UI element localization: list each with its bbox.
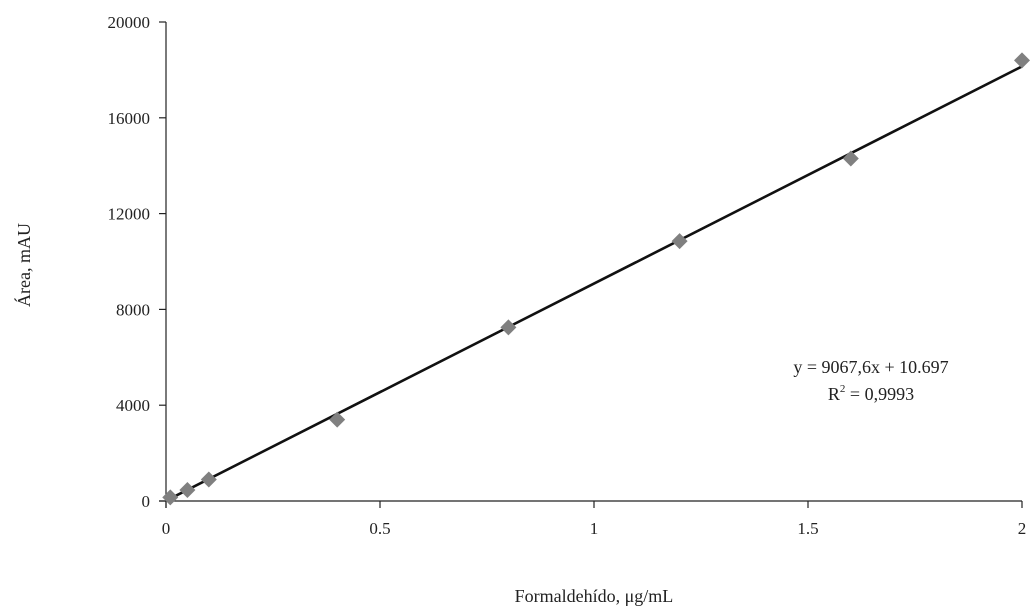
- data-point-7: [1014, 52, 1030, 69]
- y-tick-label: 20000: [108, 13, 151, 32]
- points-group: [162, 52, 1030, 506]
- x-tick-label: 2: [1018, 519, 1027, 538]
- r-squared-label: R2 = 0,9993: [828, 383, 914, 404]
- y-tick-label: 12000: [108, 205, 151, 224]
- data-point-3: [329, 411, 346, 428]
- y-tick-label: 16000: [108, 109, 151, 128]
- y-ticks-group: 0 4000 8000 12000 16000 20000: [108, 13, 166, 511]
- x-tick-label: 0: [162, 519, 171, 538]
- y-axis-title: Área, mAU: [13, 223, 34, 307]
- data-point-2: [200, 471, 217, 488]
- r-squared-value: = 0,9993: [845, 384, 914, 404]
- data-point-0: [162, 489, 179, 506]
- data-point-1: [179, 481, 196, 498]
- data-point-5: [671, 233, 688, 250]
- x-tick-label: 0.5: [369, 519, 390, 538]
- r-squared-prefix: R: [828, 384, 840, 404]
- x-ticks-group: 0 0.5 1 1.5 2: [162, 501, 1027, 538]
- y-tick-label: 8000: [116, 300, 150, 319]
- x-tick-label: 1.5: [797, 519, 818, 538]
- x-tick-label: 1: [590, 519, 599, 538]
- trendline-equation: y = 9067,6x + 10.697: [793, 357, 948, 377]
- y-tick-label: 4000: [116, 396, 150, 415]
- trendline-group: [169, 65, 1023, 500]
- trendline: [169, 65, 1023, 500]
- data-point-6: [842, 150, 859, 167]
- y-tick-label: 0: [142, 492, 151, 511]
- axes-group: [159, 22, 1022, 508]
- x-axis-title: Formaldehído, μg/mL: [515, 586, 674, 606]
- r-squared-superscript: 2: [840, 383, 846, 395]
- data-point-4: [500, 319, 517, 336]
